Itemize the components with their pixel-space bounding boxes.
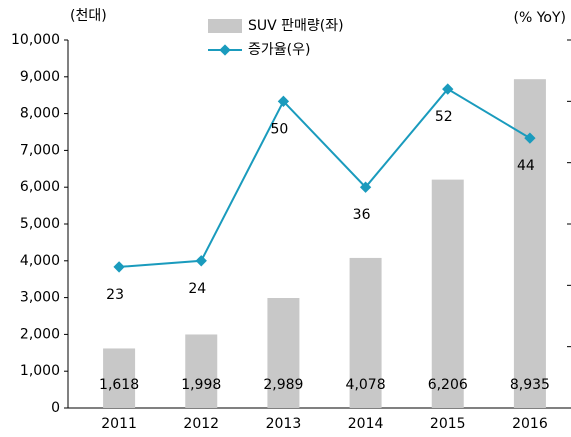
legend-label: SUV 판매량(좌) <box>248 18 344 34</box>
line-value-label: 50 <box>271 121 289 137</box>
bar-value-label: 8,935 <box>510 377 550 393</box>
bar <box>431 179 464 408</box>
marker <box>524 132 536 144</box>
y-tick-label: 8,000 <box>20 106 60 122</box>
line-value-label: 44 <box>517 158 535 174</box>
marker <box>195 255 207 267</box>
y-tick-label: 5,000 <box>20 216 60 232</box>
bar-value-label: 2,989 <box>263 377 303 393</box>
y-tick-label: 4,000 <box>20 253 60 269</box>
bar <box>513 79 546 408</box>
x-tick-label: 2012 <box>183 416 219 432</box>
bar <box>103 348 136 408</box>
x-tick-label: 2011 <box>101 416 137 432</box>
bar <box>185 334 218 408</box>
y-tick-label: 2,000 <box>20 326 60 342</box>
y-tick-label: 7,000 <box>20 142 60 158</box>
bar <box>349 257 382 408</box>
y-axis-label: (천대) <box>70 8 107 24</box>
line-value-label: 36 <box>353 207 371 223</box>
x-tick-label: 2013 <box>266 416 302 432</box>
y-tick-label: 10,000 <box>11 32 60 48</box>
y-tick-label: 3,000 <box>20 290 60 306</box>
y-tick-label: 0 <box>51 400 60 416</box>
y-tick-label: 9,000 <box>20 69 60 85</box>
y-tick-label: 1,000 <box>20 363 60 379</box>
bar <box>267 298 300 408</box>
line <box>119 87 531 268</box>
x-tick-label: 2016 <box>512 416 548 432</box>
bar-value-label: 4,078 <box>346 377 386 393</box>
bar-value-label: 1,618 <box>99 377 139 393</box>
x-tick-label: 2015 <box>430 416 466 432</box>
y-tick-label: 6,000 <box>20 179 60 195</box>
x-tick-label: 2014 <box>348 416 384 432</box>
legend-swatch <box>208 19 242 33</box>
legend-marker <box>219 44 231 56</box>
bar-value-label: 1,998 <box>181 377 221 393</box>
marker <box>113 261 125 273</box>
bar-value-label: 6,206 <box>428 377 468 393</box>
marker <box>359 181 372 193</box>
line-value-label: 24 <box>188 281 206 297</box>
y2-axis-label: (% YoY) <box>514 10 567 26</box>
legend-label: 증가율(우) <box>248 42 310 58</box>
line-value-label: 52 <box>435 109 453 125</box>
line-value-label: 23 <box>106 287 124 303</box>
